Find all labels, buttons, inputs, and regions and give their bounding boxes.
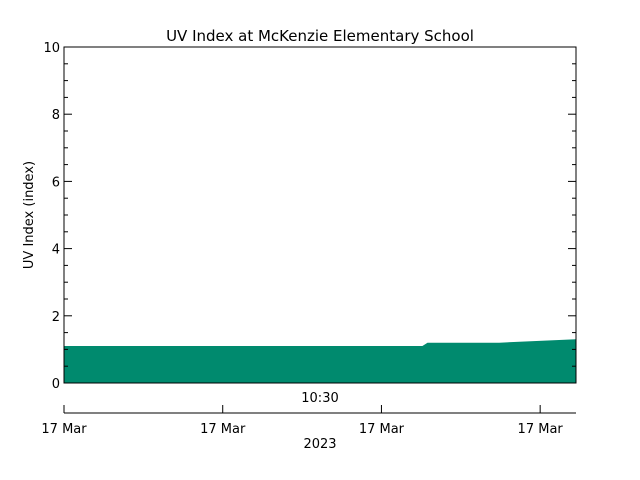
y-tick-label: 8 bbox=[52, 108, 60, 123]
y-tick-label: 6 bbox=[52, 175, 60, 190]
y-tick-label: 0 bbox=[52, 377, 60, 392]
chart-title: UV Index at McKenzie Elementary School bbox=[166, 27, 474, 45]
y-axis-tick-labels: 0 2 4 6 8 10 bbox=[43, 41, 60, 392]
x-tick-label: 17 Mar bbox=[359, 422, 405, 437]
x-tick-label: 17 Mar bbox=[41, 422, 87, 437]
uv-area-series-0 bbox=[64, 339, 576, 383]
x-tick-label: 17 Mar bbox=[518, 422, 564, 437]
y-tick-label: 2 bbox=[52, 310, 60, 325]
area-layer bbox=[64, 339, 576, 383]
plot-frame bbox=[63, 46, 577, 384]
x-axis-ticks bbox=[63, 405, 541, 413]
x-tick-label: 17 Mar bbox=[200, 422, 246, 437]
y-axis-ticks bbox=[64, 46, 576, 384]
time-label: 10:30 bbox=[301, 391, 338, 406]
y-tick-label: 4 bbox=[52, 243, 60, 258]
y-axis-title: UV Index (index) bbox=[22, 161, 37, 269]
x-axis-title: 2023 bbox=[303, 437, 336, 452]
y-tick-label: 10 bbox=[43, 41, 60, 56]
x-axis-tick-labels: 17 Mar 17 Mar 17 Mar 17 Mar bbox=[41, 422, 563, 437]
